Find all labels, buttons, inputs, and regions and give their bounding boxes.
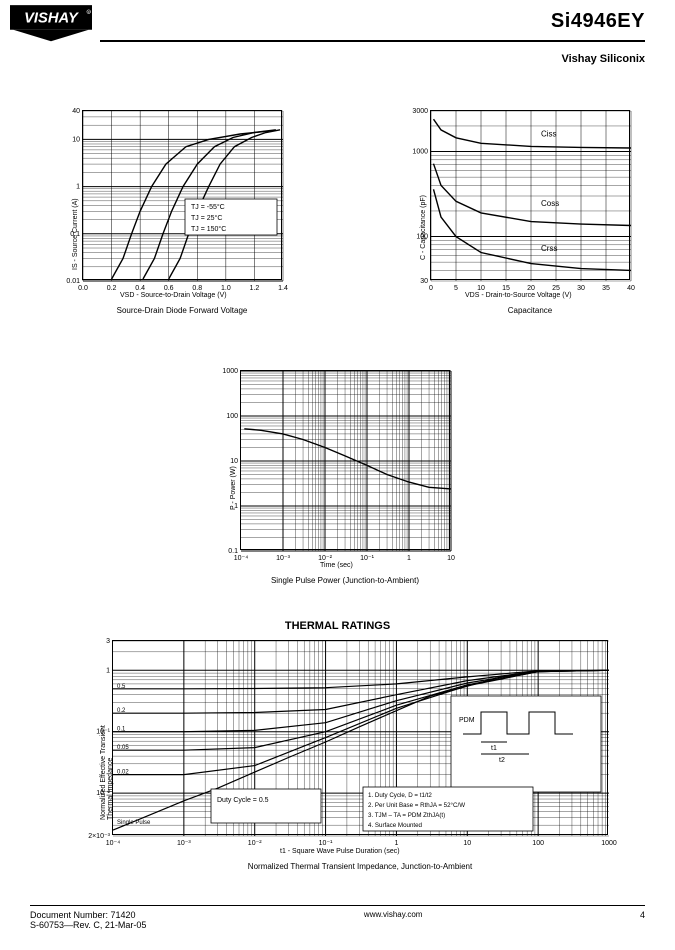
- svg-text:TJ = 25°C: TJ = 25°C: [191, 214, 222, 222]
- fwd-xlabel: VSD - Source-to-Drain Voltage (V): [120, 292, 227, 299]
- svg-text:100: 100: [226, 413, 238, 420]
- vendor-name: Vishay Siliconix: [551, 53, 645, 65]
- svg-text:10⁻²: 10⁻²: [248, 840, 262, 847]
- svg-text:10⁻¹: 10⁻¹: [360, 555, 374, 562]
- header-right: Si4946EY Vishay Siliconix: [551, 10, 645, 65]
- svg-text:10: 10: [230, 458, 238, 465]
- svg-text:1: 1: [407, 555, 411, 562]
- svg-text:0.1: 0.1: [228, 548, 238, 555]
- svg-text:0.02: 0.02: [117, 770, 129, 776]
- chart-fwd-svg: 0.00.20.40.60.81.01.21.40.010.111040TJ =…: [83, 111, 283, 281]
- svg-text:10: 10: [447, 555, 455, 562]
- svg-text:3. TJM – TA = PDM ZthJA(t): 3. TJM – TA = PDM ZthJA(t): [368, 812, 445, 819]
- svg-text:1000: 1000: [222, 368, 238, 375]
- svg-text:R: R: [88, 11, 90, 14]
- svg-text:0.1: 0.1: [117, 727, 126, 733]
- svg-text:PDM: PDM: [459, 717, 475, 724]
- svg-text:10⁻³: 10⁻³: [276, 555, 290, 562]
- svg-text:25: 25: [552, 285, 560, 292]
- chart-zth-svg: 10⁻⁴10⁻³10⁻²10⁻¹11010010002×10⁻³10⁻²10⁻¹…: [113, 641, 609, 836]
- chart-capacitance: 05101520253035403010010003000CissCossCrs…: [430, 110, 630, 280]
- svg-text:0.2: 0.2: [107, 285, 117, 292]
- page-header: VISHAY R Si4946EY Vishay Siliconix: [0, 0, 675, 48]
- svg-text:0.5: 0.5: [117, 684, 126, 690]
- svg-text:Duty Cycle = 0.5: Duty Cycle = 0.5: [217, 797, 269, 804]
- svg-text:1.4: 1.4: [278, 285, 288, 292]
- cap-xlabel: VDS - Drain-to-Source Voltage (V): [465, 292, 572, 299]
- svg-text:10⁻⁴: 10⁻⁴: [234, 555, 249, 562]
- svg-text:10: 10: [72, 136, 80, 143]
- page-footer: Document Number: 71420 S-60753—Rev. C, 2…: [30, 905, 645, 930]
- svg-text:10⁻²: 10⁻²: [318, 555, 332, 562]
- footer-rev: S-60753—Rev. C, 21-Mar-05: [30, 920, 146, 930]
- svg-text:10⁻³: 10⁻³: [177, 840, 191, 847]
- svg-text:0.0: 0.0: [78, 285, 88, 292]
- svg-text:VISHAY: VISHAY: [24, 10, 79, 26]
- footer-left: Document Number: 71420 S-60753—Rev. C, 2…: [30, 910, 146, 930]
- svg-text:0.05: 0.05: [117, 745, 129, 751]
- svg-text:Ciss: Ciss: [541, 130, 557, 139]
- svg-text:10: 10: [477, 285, 485, 292]
- svg-text:20: 20: [527, 285, 535, 292]
- svg-text:2×10⁻³: 2×10⁻³: [88, 833, 110, 840]
- svg-text:4. Surface Mounted: 4. Surface Mounted: [368, 822, 423, 829]
- svg-text:0.4: 0.4: [135, 285, 145, 292]
- vishay-logo: VISHAY R: [10, 5, 92, 43]
- svg-text:0.8: 0.8: [192, 285, 202, 292]
- svg-text:TJ = -55°C: TJ = -55°C: [191, 203, 225, 211]
- svg-text:3000: 3000: [412, 108, 428, 115]
- svg-text:10⁻¹: 10⁻¹: [319, 840, 333, 847]
- svg-text:1: 1: [394, 840, 398, 847]
- svg-text:Coss: Coss: [541, 199, 559, 208]
- chart-cap-svg: 05101520253035403010010003000CissCossCrs…: [431, 111, 631, 281]
- rev-ylabel: P - Power (W): [230, 466, 237, 510]
- svg-text:15: 15: [502, 285, 510, 292]
- thermal-heading: THERMAL RATINGS: [0, 620, 675, 632]
- svg-text:0.6: 0.6: [164, 285, 174, 292]
- svg-text:t2: t2: [499, 757, 505, 764]
- svg-text:0.2: 0.2: [117, 708, 126, 714]
- fwd-ylabel: IS - Source Current (A): [72, 198, 79, 270]
- chart-rev-svg: 10⁻⁴10⁻³10⁻²10⁻¹1100.11101001000: [241, 371, 451, 551]
- svg-text:0.01: 0.01: [66, 278, 80, 285]
- svg-text:10⁻⁴: 10⁻⁴: [106, 840, 121, 847]
- footer-mid: www.vishay.com: [364, 910, 423, 930]
- zth-caption: Normalized Thermal Transient Impedance, …: [112, 862, 608, 871]
- footer-page: 4: [640, 910, 645, 930]
- svg-text:TJ = 150°C: TJ = 150°C: [191, 225, 226, 233]
- fwd-caption: Source-Drain Diode Forward Voltage: [82, 306, 282, 315]
- svg-text:40: 40: [72, 108, 80, 115]
- cap-ylabel: C - Capacitance (pF): [420, 195, 427, 260]
- cap-caption: Capacitance: [430, 306, 630, 315]
- rev-xlabel: Time (sec): [320, 562, 353, 569]
- svg-text:1.0: 1.0: [221, 285, 231, 292]
- footer-docnum: Document Number: 71420: [30, 910, 146, 920]
- chart-single-pulse-power: 10⁻⁴10⁻³10⁻²10⁻¹1100.11101001000: [240, 370, 450, 550]
- svg-text:30: 30: [577, 285, 585, 292]
- svg-text:35: 35: [602, 285, 610, 292]
- svg-text:0: 0: [429, 285, 433, 292]
- rev-caption: Single Pulse Power (Junction-to-Ambient): [240, 576, 450, 585]
- svg-text:1. Duty Cycle, D = t1/t2: 1. Duty Cycle, D = t1/t2: [368, 792, 432, 799]
- svg-text:3: 3: [106, 638, 110, 645]
- chart-forward-voltage: 0.00.20.40.60.81.01.21.40.010.111040TJ =…: [82, 110, 282, 280]
- svg-text:1.2: 1.2: [250, 285, 260, 292]
- zth-xlabel: t1 - Square Wave Pulse Duration (sec): [280, 848, 400, 855]
- svg-text:1: 1: [76, 184, 80, 191]
- svg-text:1000: 1000: [601, 840, 617, 847]
- svg-text:2. Per Unit Base = RthJA = 52°: 2. Per Unit Base = RthJA = 52°C/W: [368, 802, 465, 809]
- svg-text:t1: t1: [491, 745, 497, 752]
- svg-text:1000: 1000: [412, 149, 428, 156]
- chart-thermal-impedance: 10⁻⁴10⁻³10⁻²10⁻¹11010010002×10⁻³10⁻²10⁻¹…: [112, 640, 608, 835]
- svg-text:10: 10: [463, 840, 471, 847]
- svg-text:30: 30: [420, 278, 428, 285]
- svg-text:40: 40: [627, 285, 635, 292]
- product-name: Si4946EY: [551, 10, 645, 33]
- svg-text:100: 100: [532, 840, 544, 847]
- svg-text:Single Pulse: Single Pulse: [117, 820, 151, 826]
- zth-ylabel: Normalized Effective TransientThermal Im…: [100, 725, 114, 820]
- svg-text:1: 1: [106, 667, 110, 674]
- svg-text:5: 5: [454, 285, 458, 292]
- svg-text:Crss: Crss: [541, 244, 557, 253]
